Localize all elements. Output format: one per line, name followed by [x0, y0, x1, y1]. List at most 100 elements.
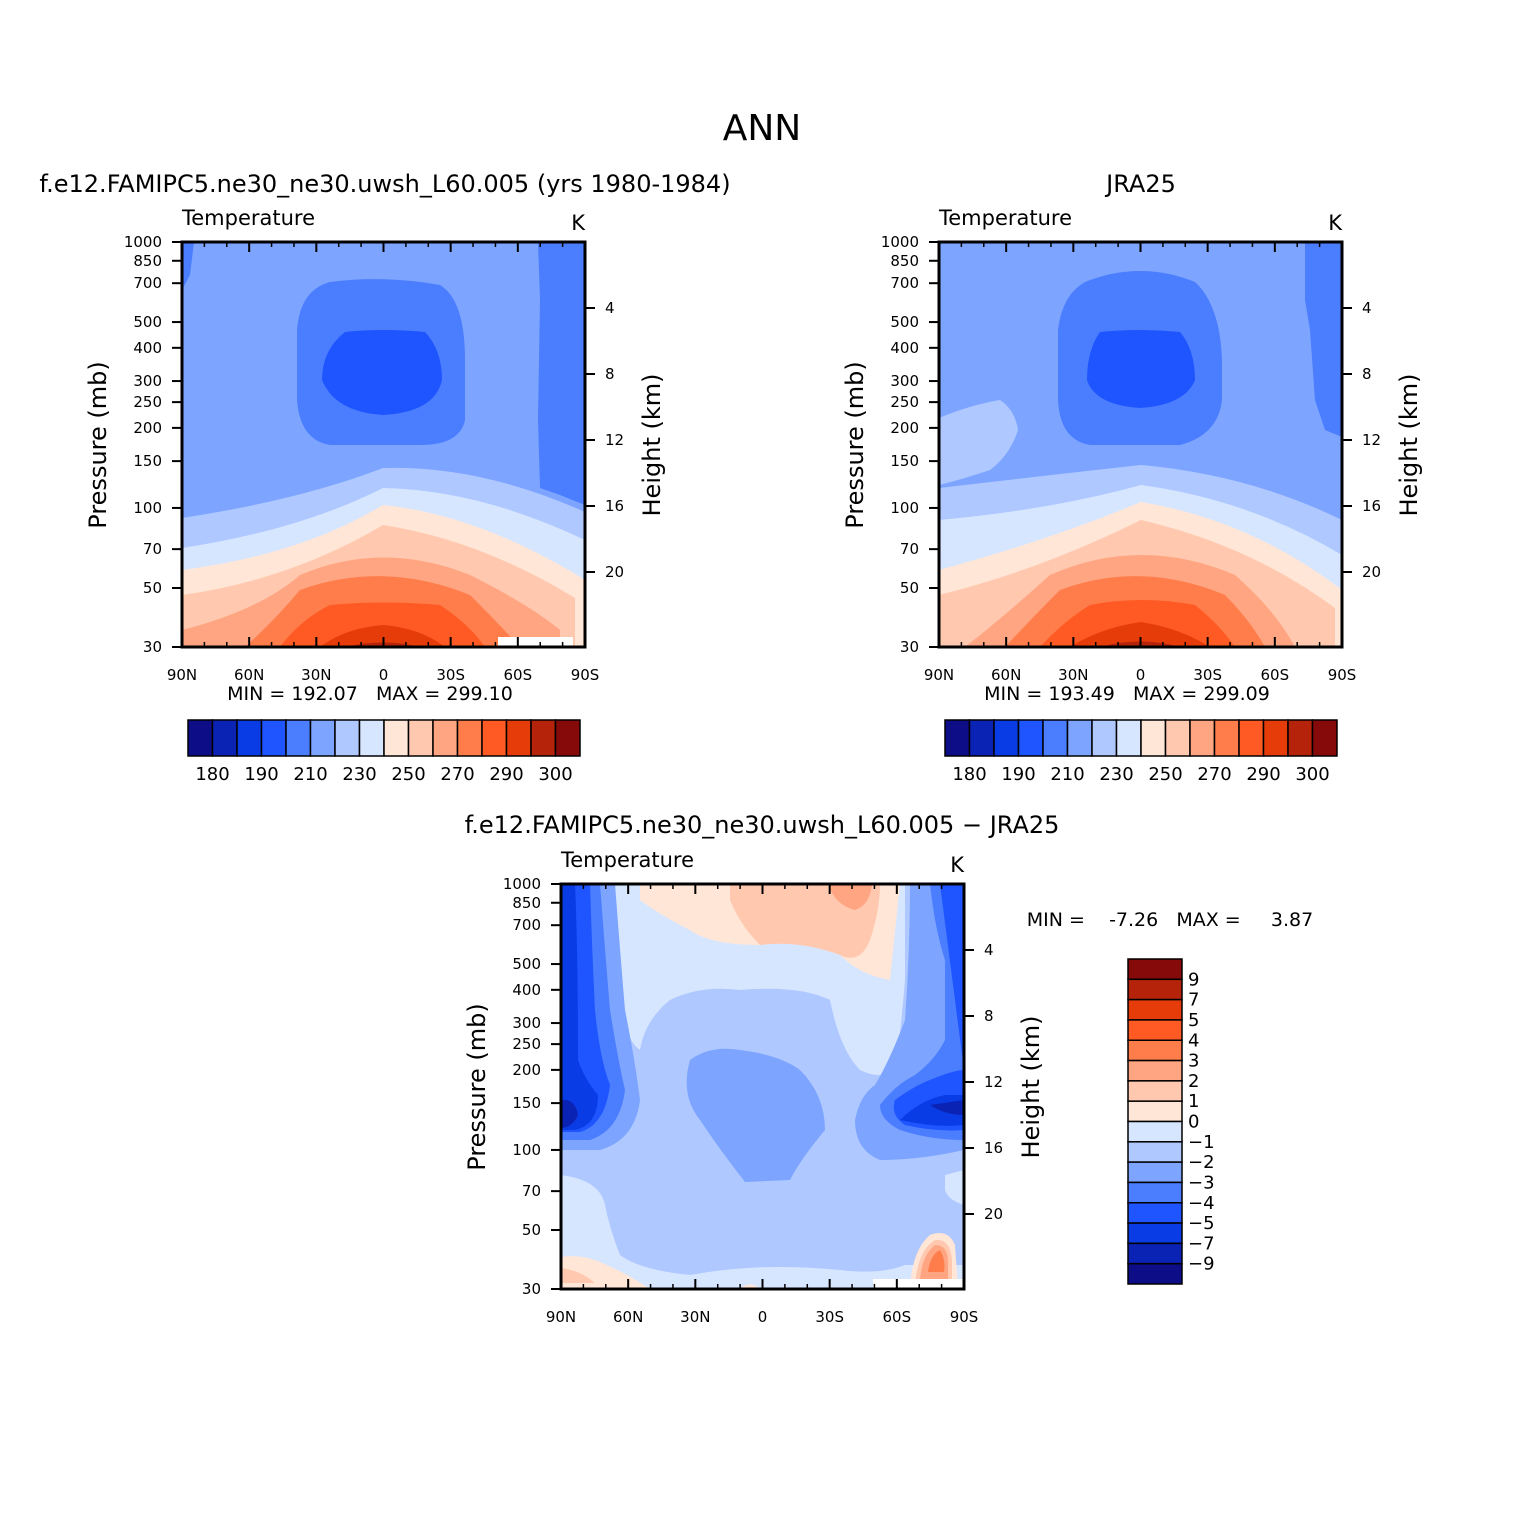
- band-minus7-left: [561, 884, 598, 1130]
- x-tick-label: 30S: [436, 666, 465, 684]
- colorbar-swatch: [944, 719, 971, 757]
- x-tick-label: 90S: [1328, 666, 1357, 684]
- x-tick-label: 30N: [301, 666, 331, 684]
- x-tick-label: 0: [1136, 666, 1146, 684]
- y-tick-label: 30: [522, 1280, 541, 1298]
- y-tick-label: 150: [890, 452, 919, 470]
- height-tick-label: 16: [1362, 497, 1381, 515]
- y-axis-right-label: Height (km): [1395, 374, 1423, 517]
- figure-title: ANN: [723, 108, 802, 149]
- height-tick-label: 4: [605, 299, 615, 317]
- colorbar-swatch: [1127, 1242, 1183, 1265]
- height-tick-label: 20: [984, 1205, 1003, 1223]
- colorbar-tick-label: 9: [1188, 969, 1199, 990]
- missing-surface-data: [873, 1279, 963, 1289]
- y-tick-label: 30: [900, 638, 919, 656]
- y-tick-label: 70: [143, 540, 162, 558]
- x-tick-label: 60S: [883, 1308, 912, 1326]
- colorbar-tick-label: 0: [1188, 1112, 1199, 1133]
- y-tick-label: 30: [143, 638, 162, 656]
- colorbar-swatch: [1127, 1181, 1183, 1204]
- height-tick-label: 16: [605, 497, 624, 515]
- height-tick-label: 12: [605, 431, 624, 449]
- colorbar-tick-label: 4: [1188, 1030, 1199, 1051]
- y-tick-label: 250: [133, 393, 162, 411]
- colorbar-tick-label: 210: [1050, 764, 1084, 785]
- colorbar-swatch: [481, 719, 508, 757]
- colorbar-swatch: [1127, 1059, 1183, 1082]
- y-tick-label: 850: [133, 252, 162, 270]
- colorbar-swatch: [236, 719, 263, 757]
- colorbar-swatch: [1127, 1100, 1183, 1123]
- y-tick-label: 700: [512, 916, 541, 934]
- x-tick-label: 90S: [571, 666, 600, 684]
- colorbar-swatch: [432, 719, 459, 757]
- y-tick-label: 200: [512, 1061, 541, 1079]
- y-tick-label: 500: [512, 955, 541, 973]
- x-tick-label: 60S: [504, 666, 533, 684]
- band-210-edge-left: [182, 242, 194, 290]
- y-tick-label: 250: [890, 393, 919, 411]
- colorbar-tick-label: 250: [1148, 764, 1182, 785]
- y-tick-label: 400: [133, 339, 162, 357]
- y-tick-label: 1000: [124, 233, 162, 251]
- height-tick-label: 20: [605, 563, 624, 581]
- band-plus2-surface-left: [561, 1268, 595, 1283]
- colorbar-tick-label: 250: [391, 764, 425, 785]
- colorbar-swatch: [993, 719, 1020, 757]
- band-minus1-right-edge: [945, 1170, 964, 1205]
- min-max-stats: MIN = -7.26 MAX = 3.87: [1027, 909, 1313, 931]
- colorbar-swatch: [1140, 719, 1167, 757]
- panel-title: JRA25: [1104, 170, 1176, 198]
- y-tick-label: 300: [890, 372, 919, 390]
- panel-subtitle-variable: Temperature: [938, 206, 1072, 230]
- y-tick-label: 1000: [881, 233, 919, 251]
- missing-surface-data: [498, 637, 573, 647]
- y-tick-label: 500: [133, 313, 162, 331]
- x-tick-label: 60S: [1261, 666, 1290, 684]
- y-tick-label: 50: [143, 579, 162, 597]
- y-axis-right-label: Height (km): [1017, 1016, 1045, 1159]
- colorbar-tick-label: −1: [1188, 1132, 1215, 1153]
- colorbar-tick-label: 300: [538, 764, 572, 785]
- height-tick-label: 12: [1362, 431, 1381, 449]
- y-tick-label: 50: [522, 1221, 541, 1239]
- colorbar-swatch: [1042, 719, 1069, 757]
- colorbar-swatch: [1287, 719, 1314, 757]
- panel-title: f.e12.FAMIPC5.ne30_ne30.uwsh_L60.005 (yr…: [39, 170, 730, 198]
- colorbar-swatch: [1066, 719, 1093, 757]
- y-tick-label: 1000: [503, 875, 541, 893]
- colorbar-tick-label: 290: [489, 764, 523, 785]
- colorbar-tick-label: 7: [1188, 990, 1199, 1011]
- x-tick-label: 90N: [924, 666, 954, 684]
- colorbar-tick-label: 190: [244, 764, 278, 785]
- x-tick-label: 90S: [950, 1308, 979, 1326]
- colorbar-tick-label: 3: [1188, 1051, 1199, 1072]
- colorbar-swatch: [1127, 998, 1183, 1021]
- colorbar-swatch: [260, 719, 287, 757]
- y-tick-label: 70: [900, 540, 919, 558]
- height-tick-label: 8: [984, 1007, 994, 1025]
- colorbar-tick-label: 270: [1197, 764, 1231, 785]
- height-tick-label: 12: [984, 1073, 1003, 1091]
- y-axis-height: 20 16 12 8 4: [964, 941, 1003, 1223]
- colorbar-swatch: [1238, 719, 1265, 757]
- panel-obs: JRA25 Temperature K 90N 60N 30N 0 30S 60S 90S …: [841, 170, 1423, 785]
- band-200-core: [1087, 330, 1195, 408]
- height-tick-label: 8: [1362, 365, 1372, 383]
- y-tick-label: 70: [522, 1182, 541, 1200]
- colorbar-swatch: [187, 719, 214, 757]
- y-tick-label: 100: [890, 499, 919, 517]
- band-200-core: [322, 330, 442, 415]
- colorbar-swatch: [407, 719, 434, 757]
- panel-model: f.e12.FAMIPC5.ne30_ne30.uwsh_L60.005 (yr…: [39, 170, 730, 785]
- colorbar-tick-label: 230: [342, 764, 376, 785]
- colorbar-swatch: [968, 719, 995, 757]
- colorbar-tick-label: 180: [195, 764, 229, 785]
- colorbar-swatch: [1127, 1141, 1183, 1163]
- y-tick-label: 200: [133, 419, 162, 437]
- colorbar-swatch: [334, 719, 361, 757]
